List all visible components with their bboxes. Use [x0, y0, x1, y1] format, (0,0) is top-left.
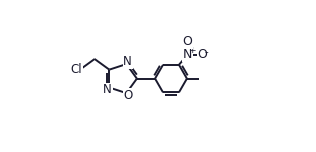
Text: O: O — [198, 48, 207, 61]
Text: O: O — [124, 89, 133, 102]
Text: N: N — [123, 55, 132, 68]
Text: Cl: Cl — [70, 63, 82, 76]
Text: N: N — [103, 83, 112, 96]
Text: O: O — [183, 35, 192, 48]
Text: +: + — [188, 47, 195, 55]
Text: -: - — [204, 47, 208, 57]
Text: N: N — [183, 48, 192, 61]
